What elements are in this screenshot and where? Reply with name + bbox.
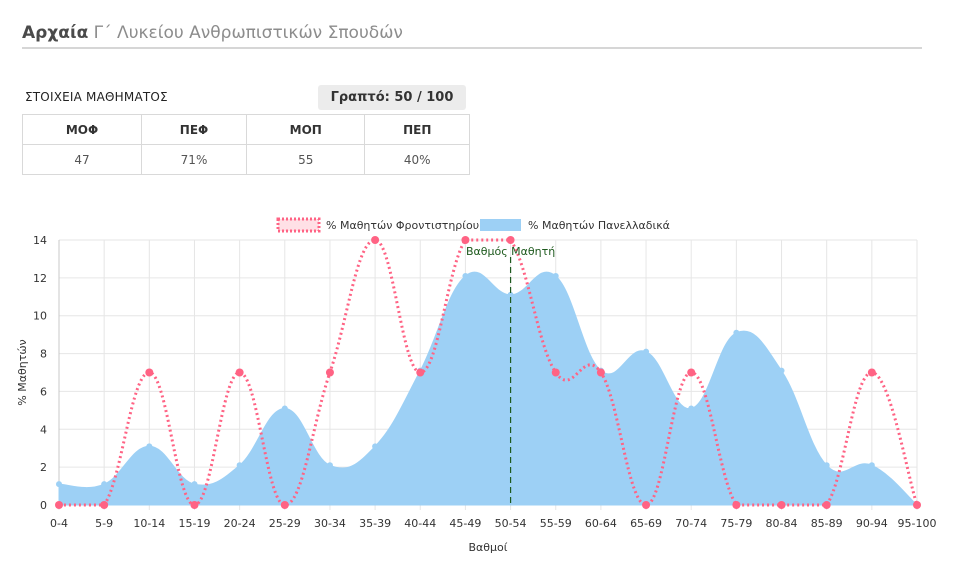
page-title-course: Γ΄ Λυκείου Ανθρωπιστικών Σπουδών — [88, 23, 403, 43]
tutoring-point — [867, 368, 876, 377]
stats-header-pep: ΠΕΠ — [364, 114, 470, 145]
x-tick-label: 80-84 — [766, 517, 798, 530]
national-point — [778, 367, 785, 374]
x-axis-title: Βαθμοί — [469, 541, 508, 554]
y-tick-label: 2 — [40, 461, 47, 474]
national-point — [462, 272, 469, 279]
stats-table: ΜΟΦ ΠΕΦ ΜΟΠ ΠΕΠ 47 71% 55 40% — [22, 114, 470, 175]
tutoring-point — [235, 368, 244, 377]
tutoring-point — [822, 501, 831, 509]
x-tick-label: 30-34 — [314, 517, 346, 530]
x-tick-label: 40-44 — [404, 517, 436, 530]
national-point — [56, 481, 62, 488]
tutoring-point — [687, 368, 696, 377]
y-tick-label: 8 — [40, 348, 47, 361]
series-tutoring-line — [58, 238, 919, 507]
national-point — [191, 481, 198, 488]
national-point — [281, 405, 288, 412]
tutoring-point — [732, 501, 741, 509]
legend-label-tutoring: % Μαθητών Φροντιστηρίου — [326, 219, 479, 232]
page-title-subject: Αρχαία — [22, 23, 89, 43]
tutoring-point — [913, 501, 921, 509]
y-tick-label: 12 — [33, 272, 47, 285]
title-divider — [22, 47, 922, 49]
national-point — [688, 405, 695, 412]
national-point — [868, 462, 875, 469]
national-point — [326, 462, 333, 469]
x-tick-label: 15-19 — [178, 517, 210, 530]
x-tick-label: 70-74 — [675, 517, 707, 530]
x-tick-label: 50-54 — [495, 517, 527, 530]
tutoring-point — [55, 501, 63, 509]
x-tick-label: 20-24 — [224, 517, 256, 530]
legend-swatch-national — [480, 219, 521, 231]
national-point — [236, 462, 243, 469]
stats-value-pep: 40% — [364, 144, 470, 175]
national-point — [146, 443, 153, 450]
stats-value-mop: 55 — [246, 144, 366, 175]
tutoring-point — [551, 368, 560, 377]
x-tick-label: 0-4 — [50, 517, 68, 530]
y-tick-label: 4 — [40, 423, 47, 436]
x-tick-label: 10-14 — [133, 517, 165, 530]
stats-header-row: ΜΟΦ ΠΕΦ ΜΟΠ ΠΕΠ — [22, 114, 470, 145]
series-national-area — [58, 271, 919, 506]
tutoring-point — [190, 501, 199, 509]
tutoring-point — [100, 501, 109, 509]
x-tick-label: 90-94 — [856, 517, 888, 530]
national-point — [733, 329, 740, 336]
grades-chart: Βαθμός Μαθητή 0 2 4 6 8 10 12 14 0-4 5-9 10-14 15-19… — [16, 217, 937, 554]
x-tick-label: 95-100 — [898, 517, 937, 530]
tutoring-point — [642, 501, 651, 509]
x-tick-label: 35-39 — [359, 517, 391, 530]
stats-value-row: 47 71% 55 40% — [22, 144, 470, 175]
stats-value-mof: 47 — [22, 144, 142, 175]
written-grade-badge: Γραπτό: 50 / 100 — [318, 85, 466, 110]
national-point — [643, 348, 650, 355]
national-point — [101, 481, 108, 488]
x-tick-label: 5-9 — [95, 517, 113, 530]
page-title: Αρχαία Γ΄ Λυκείου Ανθρωπιστικών Σπουδών — [22, 22, 403, 44]
national-point — [372, 443, 379, 450]
national-point — [552, 272, 559, 279]
legend-label-national: % Μαθητών Πανελλαδικά — [528, 219, 670, 232]
x-tick-label: 85-89 — [811, 517, 843, 530]
stats-header-mop: ΜΟΠ — [246, 114, 366, 145]
section-label: ΣΤΟΙΧΕΙΑ ΜΑΘΗΜΑΤΟΣ — [25, 90, 168, 104]
x-tick-label: 75-79 — [720, 517, 752, 530]
x-tick-label: 65-69 — [630, 517, 662, 530]
national-point — [823, 462, 830, 469]
student-grade-label: Βαθμός Μαθητή — [466, 245, 555, 258]
stats-header-pef: ΠΕΦ — [140, 114, 248, 145]
tutoring-point — [777, 501, 786, 509]
tutoring-point — [145, 368, 154, 377]
y-tick-label: 6 — [40, 385, 47, 398]
tutoring-point — [325, 368, 334, 377]
x-tick-label: 55-59 — [540, 517, 572, 530]
tutoring-point — [280, 501, 289, 509]
tutoring-point — [416, 368, 425, 377]
y-tick-label: 0 — [40, 499, 47, 512]
national-point — [507, 291, 514, 298]
tutoring-point — [596, 368, 605, 377]
y-tick-label: 10 — [33, 310, 47, 323]
stats-header-mof: ΜΟΦ — [22, 114, 142, 145]
tutoring-point — [371, 236, 380, 244]
y-tick-label: 14 — [33, 234, 47, 247]
tutoring-point — [461, 236, 470, 244]
x-tick-label: 25-29 — [269, 517, 301, 530]
legend-swatch-tutoring — [276, 217, 321, 233]
tutoring-point — [506, 236, 515, 244]
stats-value-pef: 71% — [140, 144, 248, 175]
y-axis-title: % Μαθητών — [16, 339, 29, 405]
x-tick-label: 45-49 — [449, 517, 481, 530]
x-tick-label: 60-64 — [585, 517, 617, 530]
